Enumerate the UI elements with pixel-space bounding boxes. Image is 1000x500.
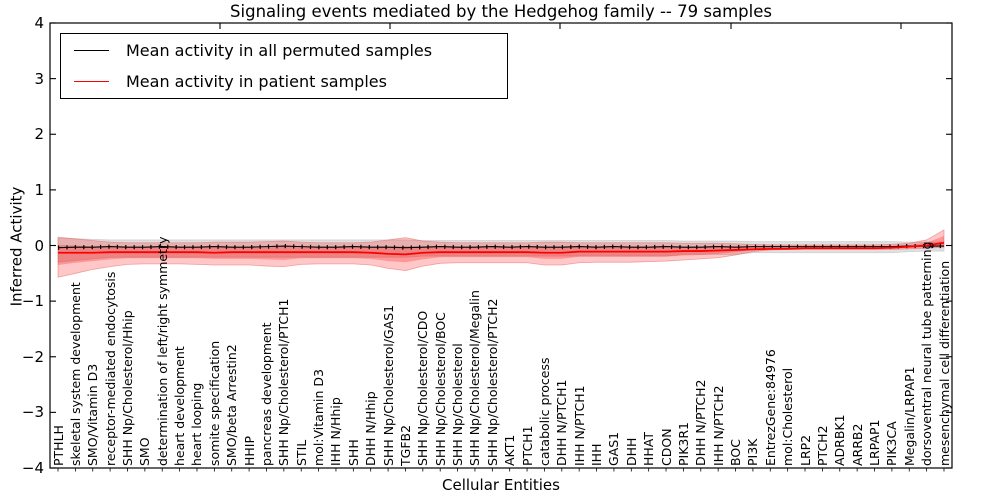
x-tick-label: Megalin/LRPAP1 <box>901 366 917 466</box>
x-tick-label: SHH Np/Cholesterol/BOC <box>432 312 448 466</box>
chart-title: Signaling events mediated by the Hedgeho… <box>230 2 772 21</box>
x-tick-label: catabolic process <box>536 357 552 466</box>
x-tick-label: LRPAP1 <box>867 419 882 466</box>
y-tick-label: 4 <box>34 14 44 32</box>
x-tick-label: TGFB2 <box>397 424 413 466</box>
legend-label-permuted: Mean activity in all permuted samples <box>126 40 433 60</box>
x-tick-label: SHH <box>345 439 361 466</box>
y-tick-label: 1 <box>34 180 44 199</box>
x-tick-label: ARRB2 <box>849 423 865 466</box>
y-tick-label: −1 <box>21 292 44 311</box>
legend-item-patient: Mean activity in patient samples <box>61 66 507 96</box>
x-tick-label: SHH Np/Cholesterol/Hhip <box>119 310 135 466</box>
x-tick-label: EntrezGene:84976 <box>762 349 778 466</box>
permuted-mean-line <box>57 245 944 249</box>
x-tick-label: PIK3R1 <box>675 421 691 466</box>
x-tick-label: determination of left/right symmetry <box>154 236 170 467</box>
legend-line-permuted-icon <box>74 49 109 51</box>
x-tick-label: dorsoventral neural tube patterning <box>919 241 935 467</box>
y-tick-label: 0 <box>34 236 44 255</box>
x-tick-label: heart development <box>172 346 188 466</box>
x-tick-label: receptor-mediated endocytosis <box>102 271 118 466</box>
x-tick-label: SHH Np/Cholesterol <box>450 343 466 466</box>
y-tick-label: −2 <box>21 347 44 366</box>
x-tick-label: ADRBK1 <box>832 414 848 466</box>
x-tick-label: SHH Np/Cholesterol/CDO <box>415 310 431 466</box>
x-tick-label: SMO/Vitamin D3 <box>85 363 101 466</box>
x-tick-label: SHH Np/Cholesterol/PTCH2 <box>484 298 500 467</box>
x-axis-label: Cellular Entities <box>442 476 560 494</box>
x-tick-label: IHH <box>589 443 605 467</box>
permuted-samples-range <box>57 237 945 263</box>
legend-item-permuted: Mean activity in all permuted samples <box>61 35 507 65</box>
x-tick-label: SHH Np/Cholesterol/PTCH1 <box>276 298 292 467</box>
x-tick-label: skeletal system development <box>67 282 83 466</box>
patient-samples-range-outer <box>57 229 945 278</box>
patient-mean-line <box>58 241 945 256</box>
y-tick-label: −4 <box>21 459 44 477</box>
x-tick-label: PTCH1 <box>519 425 535 466</box>
x-tick-label: SHH Np/Cholesterol/Megalin <box>467 290 483 466</box>
x-tick-label: DHH <box>623 437 639 466</box>
patient-samples-range-inner <box>58 236 944 265</box>
x-tick-label: IHH N/PTCH1 <box>571 385 587 466</box>
x-tick-label: mesenchymal cell differentiation <box>936 260 952 466</box>
y-tick-label: 3 <box>34 69 44 88</box>
legend-label-patient: Mean activity in patient samples <box>126 71 387 91</box>
x-tick-label: IHH N/Hhip <box>328 397 344 466</box>
legend-line-patient-icon <box>74 80 109 82</box>
x-tick-label: PTCH2 <box>814 425 830 466</box>
x-tick-label: PI3K <box>745 438 761 466</box>
x-tick-label: DHH N/PTCH2 <box>693 379 709 466</box>
x-tick-label: STIL <box>293 439 309 466</box>
x-tick-label: PTHLH <box>50 425 66 466</box>
y-tick-label: −3 <box>21 403 44 422</box>
x-tick-label: SHH Np/Cholesterol/GAS1 <box>380 304 396 466</box>
x-tick-label: somite specification <box>206 340 222 466</box>
x-tick-label: HHAT <box>641 431 657 466</box>
y-tick-label: 2 <box>34 125 44 144</box>
x-tick-label: HHIP <box>241 435 257 466</box>
x-tick-label: BOC <box>728 439 744 466</box>
x-tick-label: IHH N/PTCH2 <box>710 385 726 466</box>
x-tick-label: mol:Vitamin D3 <box>311 369 327 466</box>
x-tick-label: DHH N/PTCH1 <box>554 379 570 466</box>
x-tick-label: LRP2 <box>797 434 813 466</box>
x-tick-label: SMO/beta Arrestin2 <box>224 344 240 466</box>
x-tick-label: GAS1 <box>606 431 622 466</box>
x-tick-label: DHH N/Hhip <box>363 391 379 466</box>
x-tick-label: SMO <box>137 437 153 466</box>
x-tick-label: heart looping <box>189 382 205 466</box>
x-tick-label: pancreas development <box>258 322 274 466</box>
x-tick-label: AKT1 <box>502 434 518 466</box>
legend: Mean activity in all permuted samples Me… <box>60 33 508 99</box>
x-tick-label: mol:Cholesterol <box>780 367 796 466</box>
x-tick-label: CDON <box>658 428 674 466</box>
x-tick-label: PIK3CA <box>884 421 900 466</box>
